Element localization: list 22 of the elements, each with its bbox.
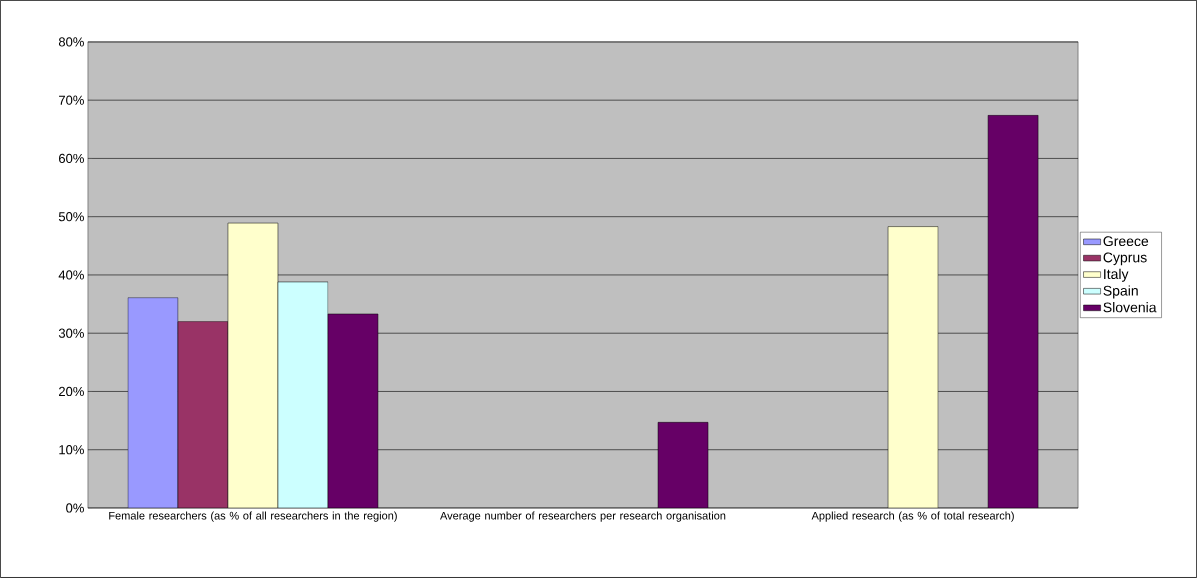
y-tick-label: 30% <box>58 328 84 338</box>
bar <box>887 226 939 509</box>
y-tick-label: 0% <box>66 503 84 513</box>
y-tick-label: 40% <box>58 270 84 280</box>
y-tick-label: 10% <box>59 445 84 455</box>
x-tick-label: Average number of researchers per research organisation <box>440 511 726 522</box>
y-tick-label: 80% <box>58 37 84 47</box>
bar <box>227 222 279 509</box>
y-tick-label: 20% <box>59 386 84 397</box>
legend-label: Greece <box>1103 236 1149 247</box>
y-tick-label: 50% <box>58 212 84 222</box>
legend-label: Spain <box>1103 285 1138 299</box>
x-tick-label: Applied research (as % of total research) <box>811 511 1014 522</box>
legend-label: Italy <box>1104 268 1129 282</box>
x-tick-label: Female researchers (as % of all researchers in the region) <box>109 511 397 522</box>
bar <box>657 422 709 509</box>
y-tick-label: 70% <box>59 95 84 105</box>
bar <box>327 313 379 509</box>
legend-label: Cyprus <box>1103 252 1147 266</box>
legend-label: Slovenia <box>1103 302 1157 313</box>
bar <box>987 115 1039 509</box>
y-tick-label: 60% <box>59 153 84 164</box>
